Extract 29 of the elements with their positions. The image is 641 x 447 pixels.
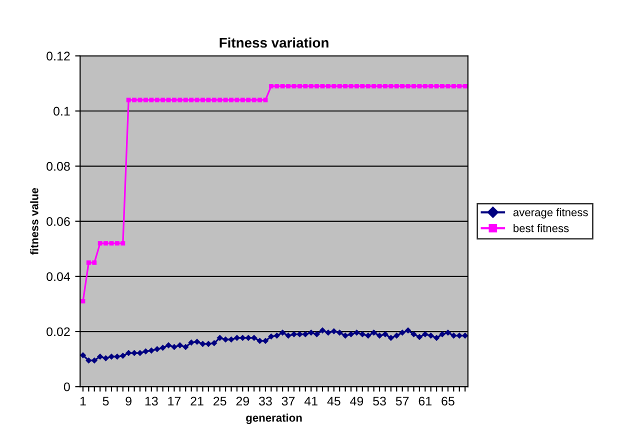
x-tick-label: 37 [282, 396, 295, 406]
y-tick-label: 0.12 [46, 52, 70, 61]
x-tick-label: 17 [168, 396, 181, 406]
y-axis-title: fitness value [30, 188, 38, 255]
chart-title: Fitness variation [220, 37, 328, 48]
x-tick-label: 41 [304, 396, 318, 406]
x-tick-label: 25 [214, 396, 226, 406]
x-tick-label: 65 [442, 396, 454, 406]
y-tick-label: 0.04 [46, 272, 70, 282]
y-tick-label: 0.06 [46, 217, 70, 226]
y-tick-label: 0.1 [54, 106, 70, 116]
x-tick-label: 9 [126, 396, 132, 406]
y-tick-label: 0 [64, 382, 70, 392]
legend-label: best fitness [514, 224, 569, 232]
x-tick-label: 57 [396, 396, 409, 406]
x-tick-label: 53 [373, 396, 386, 406]
x-tick-label: 33 [259, 396, 272, 406]
legend-label: average fitness [513, 208, 588, 218]
x-tick-label: 61 [418, 396, 432, 406]
x-tick-label: 49 [350, 396, 364, 406]
x-tick-label: 5 [102, 396, 109, 406]
x-tick-label: 29 [236, 396, 250, 406]
x-tick-label: 45 [327, 396, 340, 406]
x-tick-label: 21 [190, 396, 204, 406]
x-tick-label: 1 [80, 396, 86, 406]
y-tick-label: 0.02 [46, 327, 70, 336]
x-axis-title: generation [246, 414, 302, 424]
x-tick-label: 13 [145, 396, 158, 406]
y-tick-label: 0.08 [46, 162, 70, 171]
